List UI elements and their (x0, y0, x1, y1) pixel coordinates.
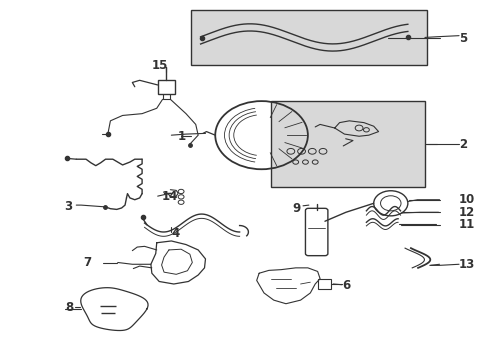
Bar (271, 101, 424, 187)
Text: 7: 7 (82, 256, 91, 269)
Bar (190, 10, 427, 65)
Text: 15: 15 (152, 59, 168, 72)
Text: 1: 1 (178, 130, 185, 144)
Bar (317, 279, 330, 289)
Text: 8: 8 (65, 301, 74, 314)
Text: 14: 14 (161, 190, 178, 203)
Text: 9: 9 (292, 202, 300, 215)
Text: 12: 12 (458, 206, 474, 219)
Bar (158, 80, 175, 94)
Text: 10: 10 (458, 193, 474, 206)
Text: 4: 4 (171, 227, 179, 240)
Text: 13: 13 (458, 258, 474, 271)
Text: 6: 6 (341, 279, 349, 292)
Text: 3: 3 (64, 201, 72, 213)
Text: 2: 2 (458, 138, 466, 150)
Text: 11: 11 (458, 218, 474, 231)
Text: 5: 5 (458, 32, 467, 45)
